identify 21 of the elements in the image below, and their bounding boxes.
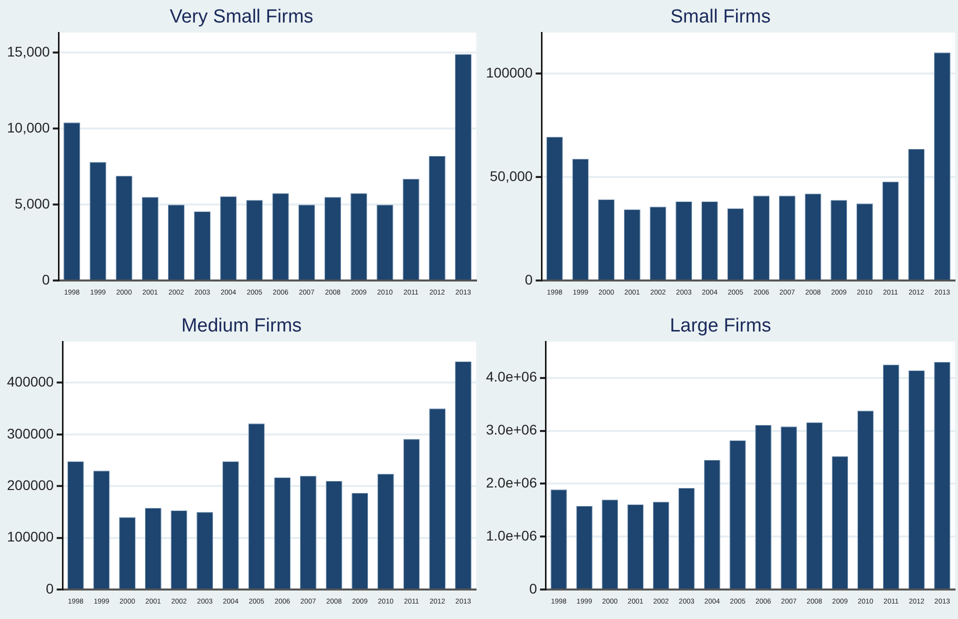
y-tick-label: 50,000 <box>490 168 533 184</box>
y-tick-label: 0 <box>42 271 50 288</box>
chart-title: Medium Firms <box>181 316 302 337</box>
chart-title: Large Firms <box>670 316 772 337</box>
y-tick-label: 10,000 <box>6 119 50 136</box>
y-tick-label: 0 <box>529 580 538 596</box>
y-tick-label: 2.0e+06 <box>486 474 538 491</box>
chart-title: Small Firms <box>670 6 771 28</box>
y-tick-label: 5,000 <box>14 195 50 212</box>
y-tick-label: 300000 <box>7 425 54 442</box>
y-tick-label: 200000 <box>7 476 54 493</box>
y-tick-label: 100000 <box>486 64 533 80</box>
y-tick-label: 0 <box>524 271 533 288</box>
y-tick-label: 1.0e+06 <box>486 528 538 544</box>
y-tick-label: 15,000 <box>6 43 50 60</box>
y-tick-label: 100000 <box>7 528 54 545</box>
y-tick-label: 4.0e+06 <box>486 368 538 385</box>
chart-title: Very Small Firms <box>170 6 314 28</box>
y-tick-label: 0 <box>46 580 54 596</box>
y-tick-label: 3.0e+06 <box>486 422 538 438</box>
y-tick-label: 400000 <box>7 374 54 390</box>
